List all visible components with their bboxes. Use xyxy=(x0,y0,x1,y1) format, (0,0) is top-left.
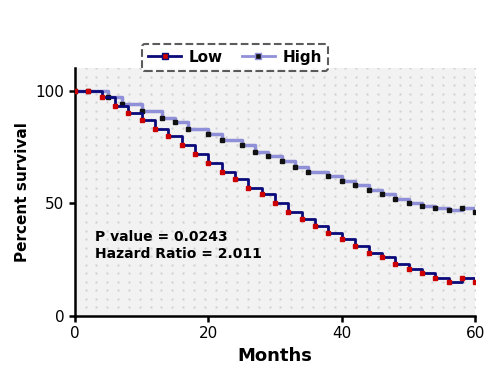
Y-axis label: Percent survival: Percent survival xyxy=(15,122,30,262)
Legend: Low, High: Low, High xyxy=(142,44,328,71)
Text: P value = 0.0243
Hazard Ratio = 2.011: P value = 0.0243 Hazard Ratio = 2.011 xyxy=(95,230,262,261)
X-axis label: Months: Months xyxy=(238,347,312,365)
